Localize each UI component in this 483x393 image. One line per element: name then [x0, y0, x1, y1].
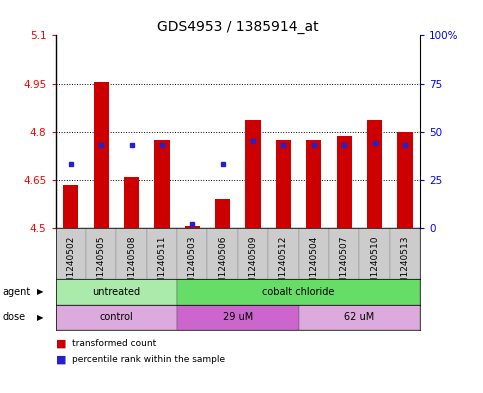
- Text: GSM1240510: GSM1240510: [370, 235, 379, 296]
- Bar: [276, 140, 291, 228]
- Bar: [116, 228, 147, 279]
- Bar: [94, 82, 109, 228]
- Text: GSM1240505: GSM1240505: [97, 235, 106, 296]
- Bar: [177, 279, 420, 305]
- Text: GSM1240504: GSM1240504: [309, 235, 318, 296]
- Bar: [154, 140, 170, 228]
- Bar: [268, 228, 298, 279]
- Text: ■: ■: [56, 354, 66, 365]
- Text: GSM1240508: GSM1240508: [127, 235, 136, 296]
- Text: GSM1240509: GSM1240509: [249, 235, 257, 296]
- Text: ▶: ▶: [37, 287, 43, 296]
- Bar: [215, 199, 230, 228]
- Bar: [177, 228, 208, 279]
- Text: agent: agent: [2, 287, 30, 297]
- Bar: [306, 140, 322, 228]
- Text: 62 uM: 62 uM: [344, 312, 374, 322]
- Text: GSM1240503: GSM1240503: [188, 235, 197, 296]
- Text: GSM1240502: GSM1240502: [66, 235, 75, 296]
- Bar: [337, 136, 352, 228]
- Bar: [238, 228, 268, 279]
- Bar: [390, 228, 420, 279]
- Bar: [56, 279, 177, 305]
- Bar: [298, 228, 329, 279]
- Bar: [124, 176, 139, 228]
- Bar: [367, 120, 382, 228]
- Text: 29 uM: 29 uM: [223, 312, 253, 322]
- Text: GSM1240511: GSM1240511: [157, 235, 167, 296]
- Text: untreated: untreated: [92, 287, 141, 297]
- Text: ■: ■: [56, 339, 66, 349]
- Title: GDS4953 / 1385914_at: GDS4953 / 1385914_at: [157, 20, 319, 34]
- Text: dose: dose: [2, 312, 26, 322]
- Bar: [398, 132, 412, 228]
- Text: GSM1240506: GSM1240506: [218, 235, 227, 296]
- Text: cobalt chloride: cobalt chloride: [262, 287, 335, 297]
- Text: ▶: ▶: [37, 313, 43, 322]
- Bar: [208, 228, 238, 279]
- Text: GSM1240513: GSM1240513: [400, 235, 410, 296]
- Bar: [245, 120, 261, 228]
- Bar: [177, 305, 298, 330]
- Bar: [298, 305, 420, 330]
- Text: control: control: [99, 312, 133, 322]
- Bar: [147, 228, 177, 279]
- Bar: [329, 228, 359, 279]
- Text: GSM1240512: GSM1240512: [279, 235, 288, 296]
- Bar: [63, 185, 78, 228]
- Bar: [56, 228, 86, 279]
- Text: percentile rank within the sample: percentile rank within the sample: [72, 355, 226, 364]
- Bar: [56, 305, 177, 330]
- Text: GSM1240507: GSM1240507: [340, 235, 349, 296]
- Bar: [86, 228, 116, 279]
- Text: transformed count: transformed count: [72, 340, 156, 348]
- Bar: [185, 226, 200, 228]
- Bar: [359, 228, 390, 279]
